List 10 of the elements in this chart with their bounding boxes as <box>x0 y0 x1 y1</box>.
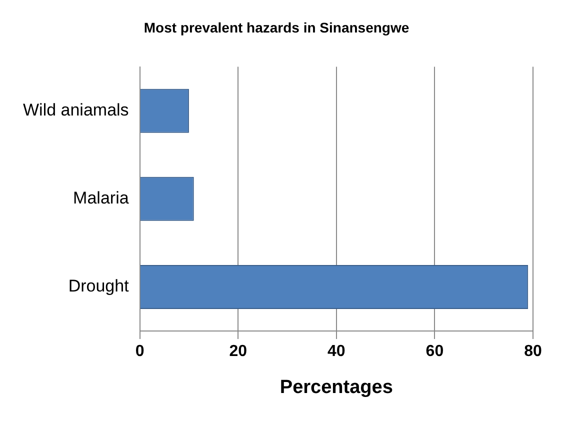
x-tick-label: 80 <box>524 343 542 360</box>
y-tick-label: Wild aniamals <box>23 100 129 120</box>
chart-title: Most prevalent hazards in Sinansengwe <box>144 19 410 36</box>
x-tick-label: 60 <box>426 343 444 360</box>
y-tick-label: Drought <box>68 276 130 296</box>
x-axis-title: Percentages <box>280 376 393 398</box>
x-tick-label: 40 <box>328 343 346 360</box>
x-tick-label: 20 <box>229 343 248 360</box>
x-tick-label: 0 <box>135 343 144 360</box>
y-tick-label: Malaria <box>73 188 130 208</box>
